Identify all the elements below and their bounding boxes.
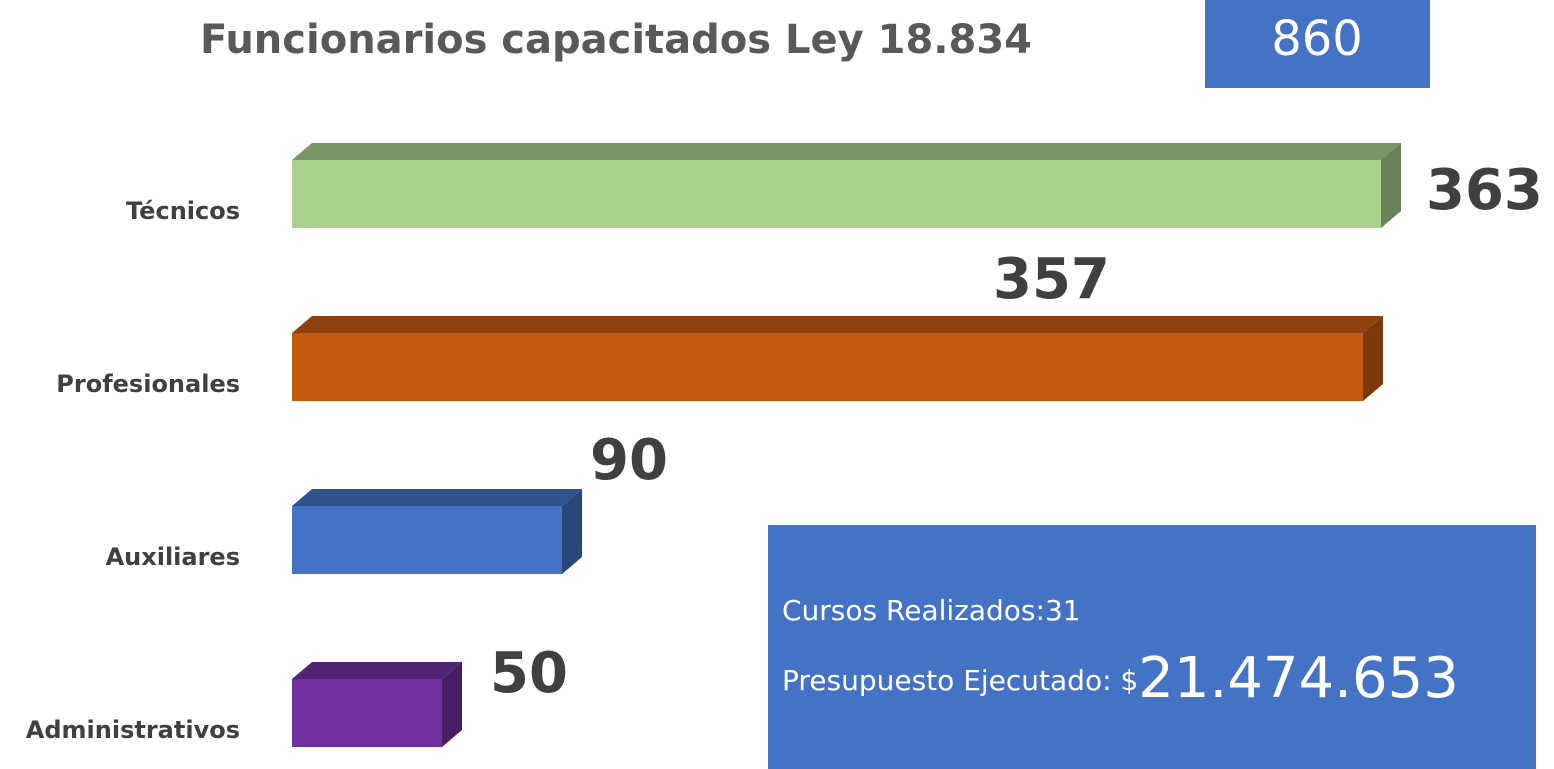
value-label: 363 xyxy=(1426,158,1543,223)
total-value: 860 xyxy=(1271,11,1363,67)
y-tick-label: Técnicos xyxy=(126,197,240,225)
info-box xyxy=(768,525,1536,769)
y-tick-label: Administrativos xyxy=(26,716,240,744)
value-label: 357 xyxy=(993,247,1110,312)
budget-value: 21.474.653 xyxy=(1138,646,1459,711)
bar xyxy=(292,679,442,747)
y-tick-label: Profesionales xyxy=(56,370,240,398)
budget: Presupuesto Ejecutado: $21.474.653 xyxy=(782,646,1459,711)
bar-side xyxy=(442,662,462,747)
bar xyxy=(292,160,1381,228)
bar xyxy=(292,333,1363,401)
value-label: 50 xyxy=(490,641,568,706)
y-tick-label: Auxiliares xyxy=(106,543,240,571)
budget-label: Presupuesto Ejecutado: $ xyxy=(782,664,1138,697)
bar-top xyxy=(292,143,1401,160)
bar xyxy=(292,506,562,574)
bar-side xyxy=(562,489,582,574)
total-box xyxy=(1205,0,1430,88)
bar-side xyxy=(1363,316,1383,401)
bar-top xyxy=(292,316,1383,333)
value-label: 90 xyxy=(590,428,668,493)
bar-top xyxy=(292,489,582,506)
bar-side xyxy=(1381,143,1401,228)
bar-top xyxy=(292,662,462,679)
chart-title: Funcionarios capacitados Ley 18.834 xyxy=(200,17,1032,63)
courses: Cursos Realizados:31 xyxy=(782,594,1081,627)
